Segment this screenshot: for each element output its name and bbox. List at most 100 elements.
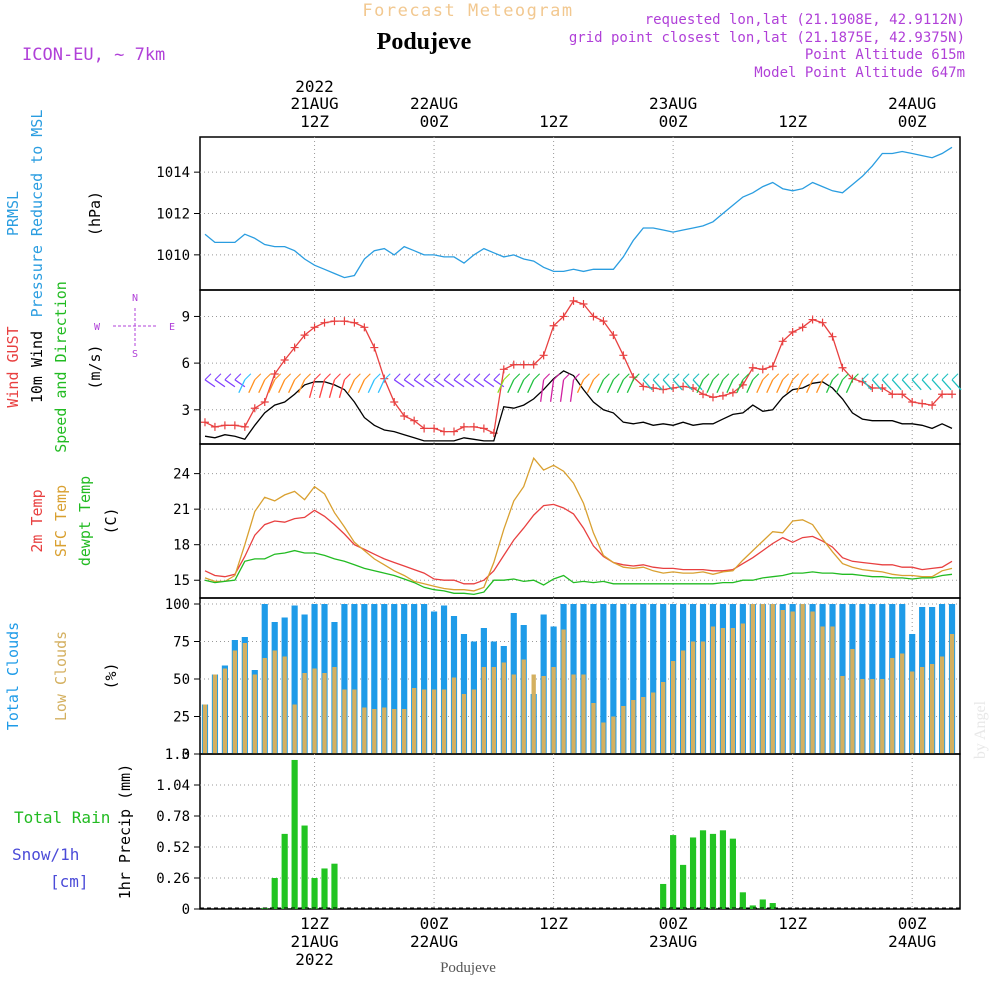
pressure-ytick-label: 1014 (156, 165, 190, 181)
gust-marker (918, 399, 927, 408)
precip-label-1: Snow/1h (12, 845, 79, 864)
wind-barb (357, 379, 365, 394)
gust-marker (459, 422, 468, 431)
bar-low-clouds (232, 650, 238, 754)
pressure-label-2: (hPa) (86, 191, 104, 236)
wind-barb (413, 379, 425, 388)
bar-low-clouds (521, 659, 526, 754)
bar-low-clouds (352, 689, 357, 754)
wind-barb-tick (901, 373, 909, 381)
wind-barb (423, 379, 435, 388)
bar-low-clouds (900, 653, 905, 754)
bar-low-clouds (601, 722, 606, 754)
wind-barb (596, 379, 604, 394)
bar-low-clouds (611, 716, 616, 754)
wind-barb (652, 379, 663, 391)
wind-barb (288, 379, 296, 394)
gust-marker (449, 427, 458, 436)
bar-low-clouds (870, 679, 875, 754)
wind-barb (835, 379, 844, 394)
line-sfc-temp (204, 456, 953, 592)
wind-ytick-label: 3 (182, 403, 190, 419)
gust-marker (808, 315, 817, 324)
bar-low-clouds (362, 707, 367, 754)
wind-barb (861, 379, 872, 391)
wind-barb (507, 379, 515, 394)
pressure-panel: 1010 1012 1014 PRMSL Pressure Reduced to MSL… (4, 110, 961, 317)
bar-low-clouds (511, 674, 516, 754)
gust-marker (370, 343, 379, 352)
gust-marker (708, 393, 717, 402)
precip-label-0: Total Rain (14, 808, 110, 827)
wind-barb-tick (563, 373, 570, 381)
wind-barb-tick (523, 373, 531, 381)
wind-barb (726, 379, 734, 394)
temp-ytick-label: 21 (173, 502, 190, 518)
wind-barb (881, 379, 892, 391)
gust-marker (848, 374, 857, 383)
bar-low-clouds (949, 634, 955, 754)
gust-marker (748, 363, 757, 372)
wind-barb-tick (533, 373, 541, 381)
title-faint: Forecast Meteogram (362, 1, 573, 21)
temp-label-3: (C) (102, 507, 120, 534)
wind-barb (951, 379, 962, 391)
temp-ytick-label: 24 (173, 467, 190, 483)
bar-low-clouds (342, 689, 347, 754)
bar-low-clouds (780, 610, 785, 754)
gust-marker (549, 321, 558, 330)
gust-marker (828, 332, 837, 341)
wind-barb-tick (224, 373, 232, 381)
top-time-hour: 12Z (778, 112, 807, 131)
bar-total-rain (749, 905, 756, 909)
wind-barb-tick (802, 373, 810, 381)
compass-e: E (169, 322, 175, 333)
bottom-time-date: 21AUG (290, 932, 338, 951)
wind-barb-tick (891, 373, 899, 381)
top-time-date: 22AUG (410, 94, 458, 113)
wind-barb (278, 379, 286, 394)
wind-barb-tick (951, 373, 959, 381)
bar-low-clouds (929, 664, 935, 754)
bar-low-clouds (710, 626, 716, 754)
wind-barb-tick (782, 373, 790, 381)
bar-low-clouds (680, 650, 686, 754)
top-time-hour: 00Z (898, 112, 927, 131)
wind-barb-tick (632, 373, 640, 381)
wind-barb (766, 379, 774, 394)
clouds-panel: 0 25 50 75 100 Total Clouds Low Clouds (%) (4, 597, 961, 763)
bar-low-clouds (850, 649, 855, 754)
requested-coords: requested lon,lat (21.1908E, 42.9112N) (645, 12, 965, 28)
station-title: Podujeve (377, 29, 472, 55)
bar-low-clouds (382, 707, 387, 754)
bottom-time-date: 22AUG (410, 932, 458, 951)
wind-barb-tick (642, 373, 650, 381)
gust-marker (519, 360, 528, 369)
bar-total-clouds (640, 604, 647, 754)
bar-low-clouds (621, 706, 626, 754)
wind-barb (473, 379, 485, 388)
bar-total-clouds (660, 604, 667, 754)
wind-barb-tick (264, 373, 272, 381)
gust-marker (858, 377, 867, 386)
wind-barb-tick (234, 373, 242, 381)
bar-total-rain (680, 864, 687, 909)
bar-low-clouds (491, 667, 497, 754)
wind-barb-tick (463, 373, 471, 381)
wind-barb-tick (752, 373, 760, 381)
wind-barb (921, 379, 932, 391)
gust-marker (569, 296, 578, 305)
bottom-time-hour: 00Z (659, 914, 688, 933)
bar-total-clouds (391, 604, 398, 754)
temp-label-1: SFC Temp (52, 485, 70, 557)
gust-marker (430, 424, 439, 433)
bar-low-clouds (840, 676, 845, 754)
wind-barb (931, 379, 942, 391)
gust-marker (360, 323, 369, 332)
wind-barb (825, 379, 834, 394)
wind-barb-tick (443, 373, 451, 381)
